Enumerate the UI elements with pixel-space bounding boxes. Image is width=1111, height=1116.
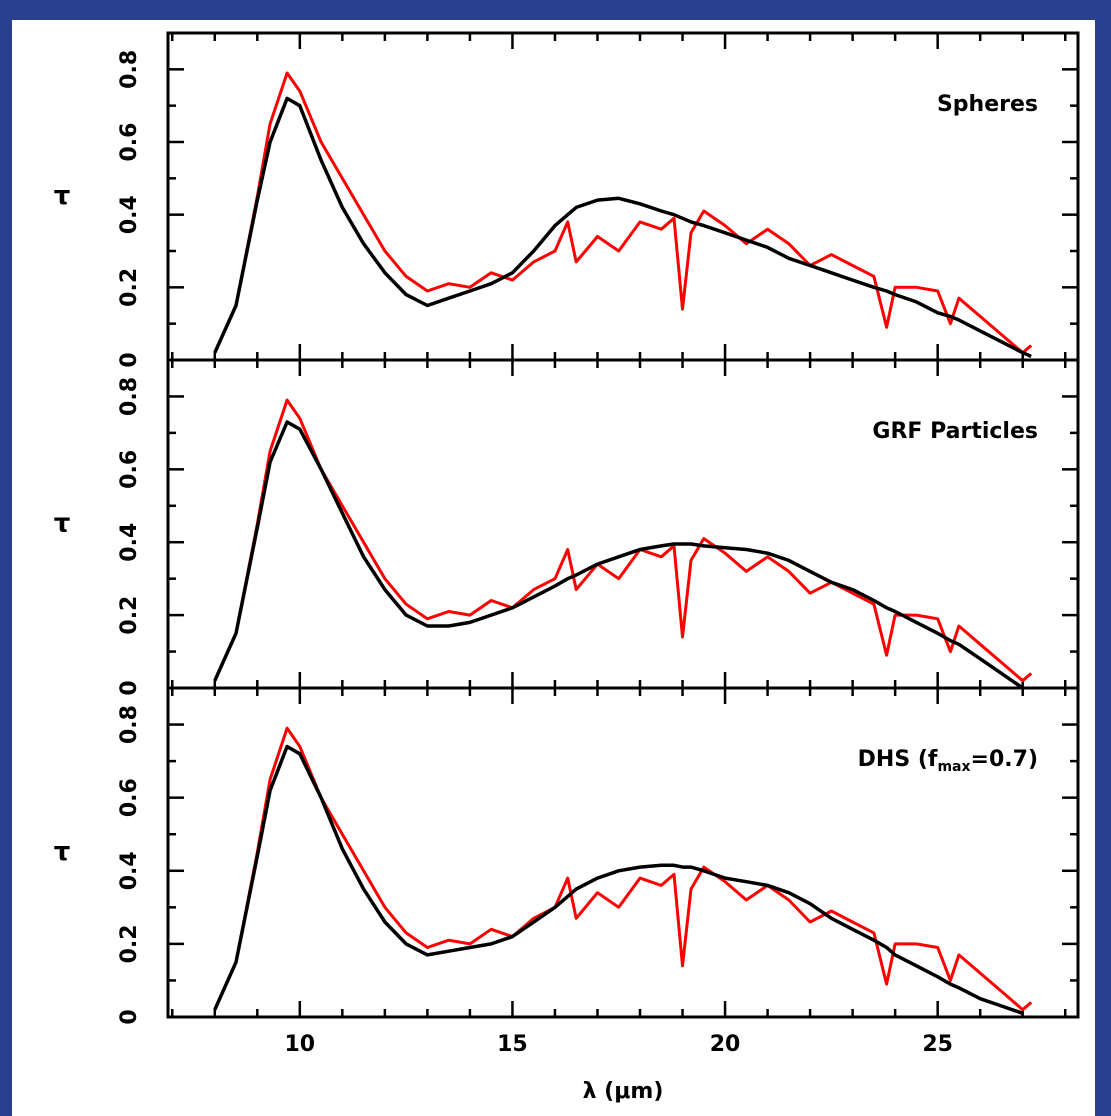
- y-tick-label: 0.6: [117, 123, 142, 162]
- panel-label: Spheres: [937, 92, 1038, 117]
- y-tick-label: 0.4: [117, 195, 142, 234]
- panel-label-part: Spheres: [937, 92, 1038, 117]
- x-tick-label: 20: [710, 1032, 741, 1057]
- panel-label-part: DHS (f: [858, 747, 938, 772]
- y-tick-label: 0.8: [117, 377, 142, 416]
- plot-frame: [166, 686, 1080, 1019]
- y-axis-label: τ: [54, 837, 71, 867]
- y-tick-label: 0.2: [117, 268, 142, 307]
- panel-label: DHS (fmax=0.7): [858, 747, 1038, 775]
- panel-label-part: max: [937, 759, 970, 775]
- y-tick-label: 0.6: [117, 778, 142, 817]
- x-tick-label: 25: [922, 1032, 953, 1057]
- x-tick-label: 10: [285, 1032, 316, 1057]
- y-tick-label: 0.8: [117, 705, 142, 744]
- x-tick-label: 15: [497, 1032, 528, 1057]
- y-tick-label: 0.2: [117, 596, 142, 635]
- y-tick-label: 0.8: [117, 50, 142, 89]
- y-tick-label: 0.4: [117, 851, 142, 890]
- data-line: [213, 726, 1033, 1012]
- y-tick-label: 0.2: [117, 924, 142, 963]
- data-line: [213, 744, 1024, 1015]
- y-axis-label: τ: [54, 509, 71, 539]
- data-line: [213, 71, 1033, 355]
- y-tick-label: 0: [117, 352, 142, 367]
- data-line: [213, 420, 1024, 690]
- panel-label: GRF Particles: [872, 419, 1038, 444]
- y-axis-label: τ: [54, 181, 71, 211]
- y-tick-label: 0: [117, 1009, 142, 1024]
- panel-label-part: =0.7): [971, 747, 1038, 772]
- panel-label-part: GRF Particles: [872, 419, 1038, 444]
- figure-background: [12, 20, 1095, 1116]
- y-tick-label: 0: [117, 680, 142, 695]
- y-tick-label: 0.4: [117, 523, 142, 562]
- y-tick-label: 0.6: [117, 450, 142, 489]
- x-axis-label: λ (μm): [583, 1079, 664, 1104]
- data-line: [213, 96, 1032, 359]
